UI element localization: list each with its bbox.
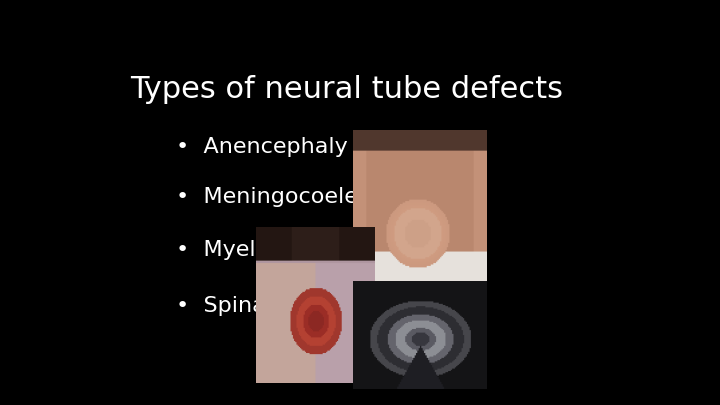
Text: •  Spina bifida occulta: • Spina bifida occulta [176,296,423,316]
Text: Types of neural tube defects: Types of neural tube defects [130,75,563,104]
Text: •  Meningocoele: • Meningocoele [176,187,359,207]
Text: •  Anencephaly: • Anencephaly [176,137,348,157]
Text: •  Myelomeningocoele: • Myelomeningocoele [176,240,427,260]
